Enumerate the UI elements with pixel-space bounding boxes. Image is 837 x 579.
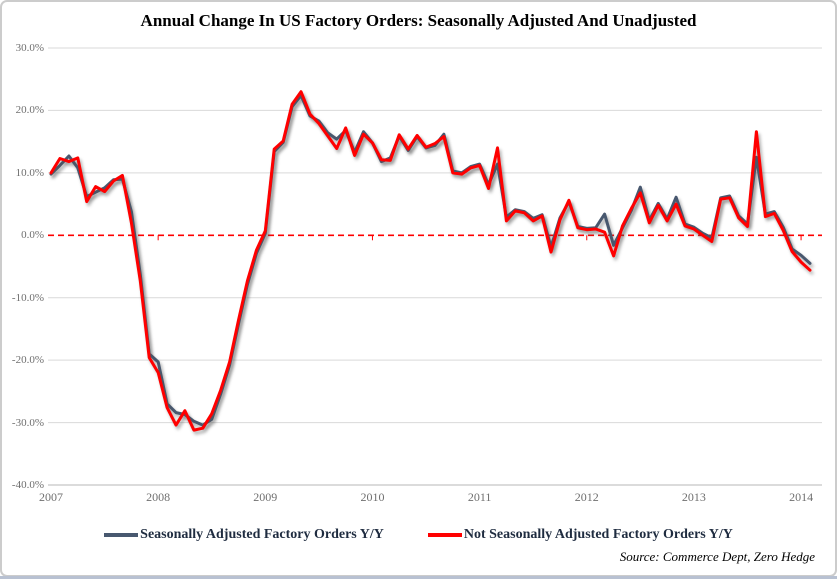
x-tick-label: 2010: [360, 490, 385, 504]
x-tick-label: 2014: [789, 490, 814, 504]
seasonally-adjusted-line-swatch: [104, 533, 139, 537]
x-tick-label: 2008: [146, 490, 171, 504]
legend: Seasonally Adjusted Factory Orders Y/Y N…: [0, 527, 837, 543]
legend-item-seasonally-adjusted: Seasonally Adjusted Factory Orders Y/Y: [104, 527, 384, 543]
source-note: Source: Commerce Dept, Zero Hedge: [619, 549, 815, 564]
bottom-edge-strip: [0, 576, 837, 579]
not-seasonally-adjusted-line-swatch: [427, 533, 462, 537]
seasonally-adjusted-legend-label: Seasonally Adjusted Factory Orders Y/Y: [140, 527, 384, 542]
y-tick-label: 20.0%: [15, 104, 44, 117]
x-tick-label: 2012: [574, 490, 599, 504]
x-tick-label: 2009: [253, 490, 278, 504]
not-seasonally-adjusted-legend-label: Not Seasonally Adjusted Factory Orders Y…: [463, 527, 733, 542]
legend-item-not-seasonally-adjusted: Not Seasonally Adjusted Factory Orders Y…: [427, 527, 733, 543]
y-tick-label: -40.0%: [11, 479, 44, 491]
y-tick-label: -20.0%: [11, 354, 44, 367]
x-tick-label: 2007: [39, 490, 63, 504]
y-tick-label: -30.0%: [11, 416, 44, 429]
y-tick-label: -10.0%: [11, 291, 44, 304]
x-tick-label: 2011: [467, 490, 492, 504]
series-line-not-seasonally-adjusted: [49, 90, 812, 432]
chart-title: Annual Change In US Factory Orders: Seas…: [140, 11, 697, 30]
x-tick-label: 2013: [681, 490, 706, 504]
y-tick-label: 0.0%: [21, 229, 44, 242]
y-tick-label: 30.0%: [15, 42, 44, 54]
y-tick-label: 10.0%: [15, 166, 44, 179]
